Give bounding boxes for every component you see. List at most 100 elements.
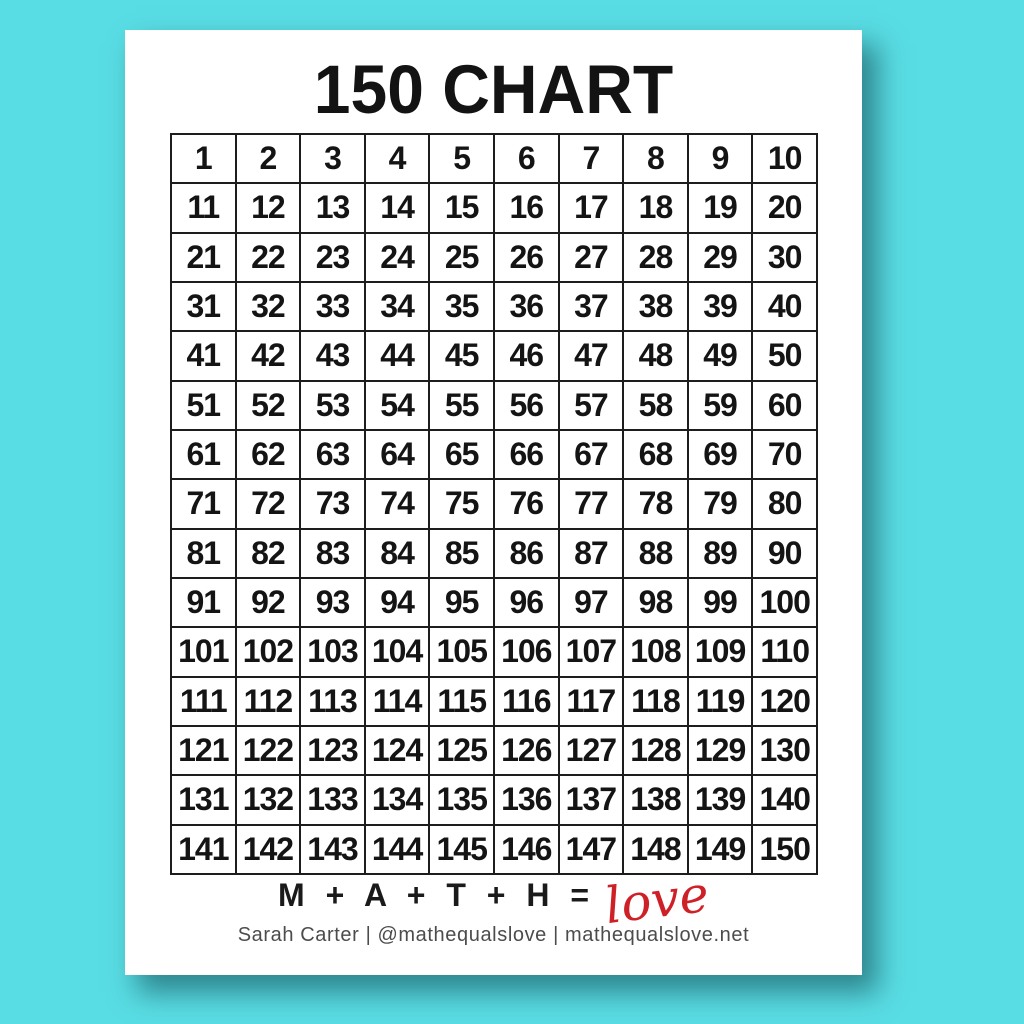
page-title: 150 CHART: [313, 50, 674, 128]
grid-row: 131 132 133 134 135 136 137 138 139 140: [170, 774, 818, 826]
grid-cell: 89: [686, 527, 754, 579]
grid-cell: 77: [557, 478, 625, 530]
grid-cell: 111: [170, 675, 237, 727]
grid-cell: 73: [299, 478, 366, 530]
grid-cell: 31: [170, 280, 237, 333]
grid-cell: 102: [234, 626, 302, 678]
grid-cell: 135: [428, 774, 495, 826]
grid-cell: 57: [557, 379, 625, 431]
grid-cell: 12: [234, 182, 302, 234]
grid-cell: 22: [234, 231, 302, 283]
grid-cell: 150: [751, 823, 818, 876]
grid-cell: 124: [363, 724, 431, 777]
grid-cell: 56: [492, 379, 560, 431]
grid-cell: 99: [686, 576, 754, 629]
grid-cell: 114: [363, 675, 431, 727]
grid-cell: 63: [299, 428, 366, 481]
grid-cell: 19: [686, 182, 754, 234]
grid-cell: 41: [170, 330, 237, 382]
grid-cell: 13: [299, 182, 366, 234]
grid-cell: 52: [234, 379, 302, 431]
grid-cell: 28: [622, 231, 689, 283]
grid-cell: 49: [686, 330, 754, 382]
grid-cell: 100: [751, 576, 818, 629]
grid-cell: 147: [557, 823, 625, 876]
grid-cell: 51: [170, 379, 237, 431]
grid-cell: 35: [428, 280, 495, 333]
grid-cell: 94: [363, 576, 431, 629]
grid-cell: 143: [299, 823, 366, 876]
grid-cell: 128: [622, 724, 689, 777]
grid-row: 111 112 113 114 115 116 117 118 119 120: [170, 675, 818, 727]
math-equals-love-line: M + A + T + H = love: [125, 865, 862, 935]
grid-cell: 62: [234, 428, 302, 481]
grid-cell: 86: [492, 527, 560, 579]
grid-cell: 140: [751, 774, 818, 826]
grid-cell: 82: [234, 527, 302, 579]
grid-cell: 127: [557, 724, 625, 777]
grid-cell: 76: [492, 478, 560, 530]
grid-cell: 24: [363, 231, 431, 283]
grid-cell: 8: [622, 132, 689, 185]
grid-cell: 97: [557, 576, 625, 629]
grid-cell: 133: [299, 774, 366, 826]
grid-cell: 5: [428, 132, 495, 185]
grid-cell: 96: [492, 576, 560, 629]
grid-cell: 37: [557, 280, 625, 333]
grid-cell: 75: [428, 478, 495, 530]
grid-cell: 129: [686, 724, 754, 777]
grid-cell: 90: [751, 527, 818, 579]
grid-cell: 67: [557, 428, 625, 481]
grid-cell: 14: [363, 182, 431, 234]
grid-row: 121 122 123 124 125 126 127 128 129 130: [170, 724, 818, 777]
grid-cell: 149: [686, 823, 754, 876]
grid-cell: 64: [363, 428, 431, 481]
grid-cell: 42: [234, 330, 302, 382]
grid-cell: 54: [363, 379, 431, 431]
grid-cell: 116: [492, 675, 560, 727]
grid-row: 21 22 23 24 25 26 27 28 29 30: [170, 231, 818, 283]
grid-cell: 36: [492, 280, 560, 333]
grid-cell: 7: [557, 132, 625, 185]
grid-cell: 85: [428, 527, 495, 579]
grid-cell: 23: [299, 231, 366, 283]
grid-row: 81 82 83 84 85 86 87 88 89 90: [170, 527, 818, 579]
grid-cell: 88: [622, 527, 689, 579]
grid-cell: 107: [557, 626, 625, 678]
grid-row: 11 12 13 14 15 16 17 18 19 20: [170, 182, 818, 234]
grid-cell: 70: [751, 428, 818, 481]
grid-cell: 130: [751, 724, 818, 777]
grid-cell: 138: [622, 774, 689, 826]
grid-cell: 26: [492, 231, 560, 283]
grid-cell: 61: [170, 428, 237, 481]
grid-cell: 148: [622, 823, 689, 876]
grid-cell: 110: [751, 626, 818, 678]
grid-row: 61 62 63 64 65 66 67 68 69 70: [170, 428, 818, 481]
grid-cell: 58: [622, 379, 689, 431]
grid-cell: 93: [299, 576, 366, 629]
grid-cell: 47: [557, 330, 625, 382]
grid-cell: 123: [299, 724, 366, 777]
grid-cell: 66: [492, 428, 560, 481]
grid-cell: 105: [428, 626, 495, 678]
grid-cell: 69: [686, 428, 754, 481]
grid-cell: 141: [170, 823, 237, 876]
grid-cell: 21: [170, 231, 237, 283]
grid-cell: 136: [492, 774, 560, 826]
grid-cell: 55: [428, 379, 495, 431]
grid-cell: 43: [299, 330, 366, 382]
grid-cell: 121: [170, 724, 237, 777]
grid-cell: 106: [492, 626, 560, 678]
grid-cell: 134: [363, 774, 431, 826]
grid-cell: 144: [363, 823, 431, 876]
grid-cell: 146: [492, 823, 560, 876]
grid-cell: 79: [686, 478, 754, 530]
math-expression-text: M + A + T + H =: [278, 877, 594, 913]
grid-cell: 91: [170, 576, 237, 629]
grid-cell: 74: [363, 478, 431, 530]
grid-cell: 95: [428, 576, 495, 629]
grid-cell: 60: [751, 379, 818, 431]
grid-cell: 53: [299, 379, 366, 431]
grid-cell: 40: [751, 280, 818, 333]
